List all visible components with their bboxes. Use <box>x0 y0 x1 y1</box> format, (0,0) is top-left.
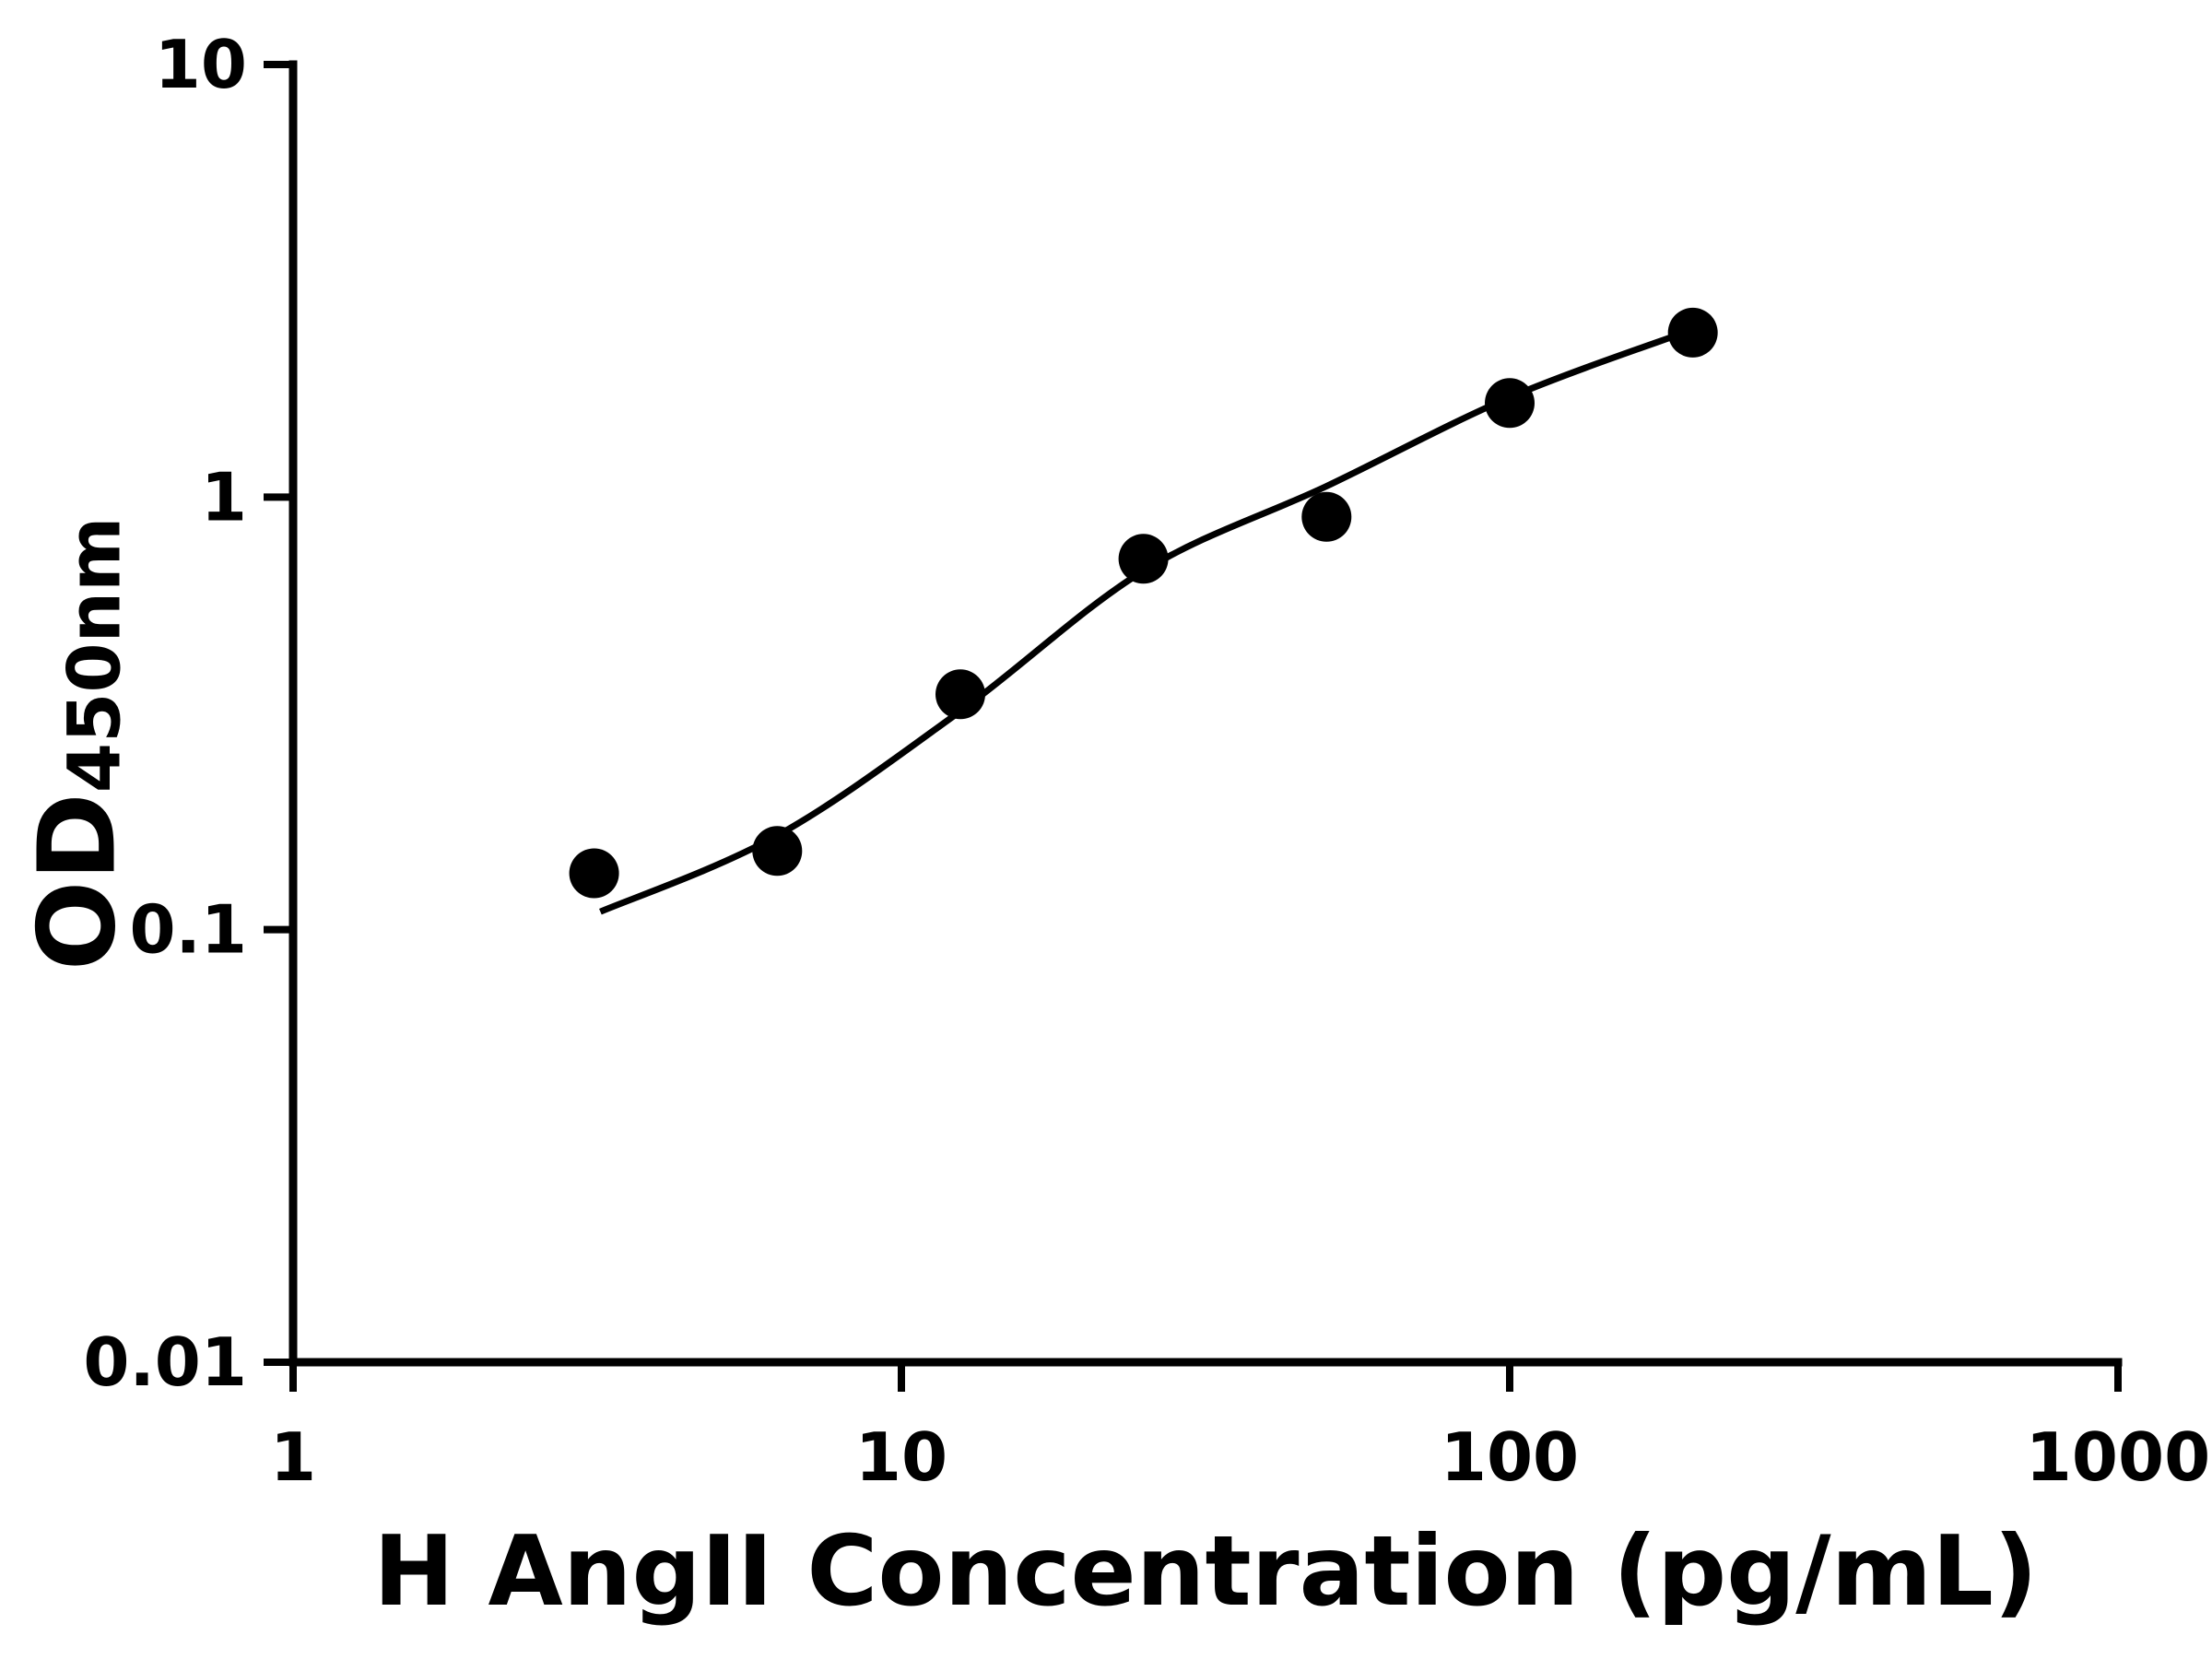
y-tick-label: 10 <box>155 26 247 103</box>
data-point <box>1485 378 1535 429</box>
data-point <box>569 848 619 899</box>
x-tick-label: 100 <box>1441 1418 1579 1496</box>
data-point <box>752 826 803 877</box>
data-point <box>1118 534 1169 584</box>
y-tick-label: 1 <box>201 458 247 535</box>
data-point <box>1667 307 1718 358</box>
x-tick-label: 10 <box>855 1418 947 1496</box>
data-point <box>1301 491 1352 542</box>
y-axis-label-subscript: 450nm <box>53 516 137 794</box>
y-axis-label-main: OD <box>16 793 140 971</box>
y-axis-label: OD450nm <box>16 517 139 971</box>
x-tick-label: 1000 <box>2026 1418 2210 1496</box>
y-tick-label: 0.01 <box>83 1324 247 1401</box>
x-axis-label: H AngII Concentration (pg/mL) <box>373 1515 2038 1628</box>
y-tick-label: 0.1 <box>129 891 247 969</box>
x-tick-label: 1 <box>270 1418 316 1496</box>
data-point <box>935 669 985 720</box>
